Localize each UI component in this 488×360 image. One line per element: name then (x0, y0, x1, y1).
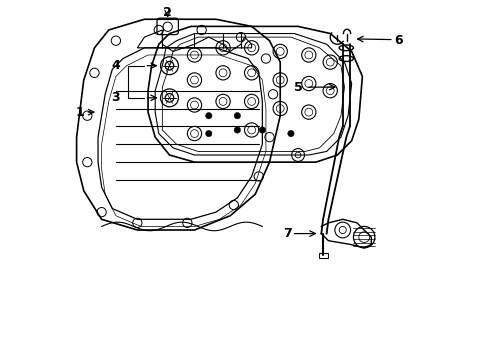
Text: 3: 3 (111, 91, 120, 104)
Text: 5: 5 (293, 81, 302, 94)
Text: 4: 4 (111, 59, 120, 72)
Circle shape (259, 127, 265, 133)
Text: 7: 7 (283, 227, 291, 240)
Text: 6: 6 (393, 34, 402, 47)
Circle shape (205, 112, 212, 119)
Circle shape (234, 127, 240, 133)
Circle shape (234, 112, 240, 119)
Circle shape (205, 130, 212, 137)
Text: 1: 1 (76, 105, 84, 119)
Circle shape (287, 130, 294, 137)
Text: 2: 2 (163, 6, 172, 19)
